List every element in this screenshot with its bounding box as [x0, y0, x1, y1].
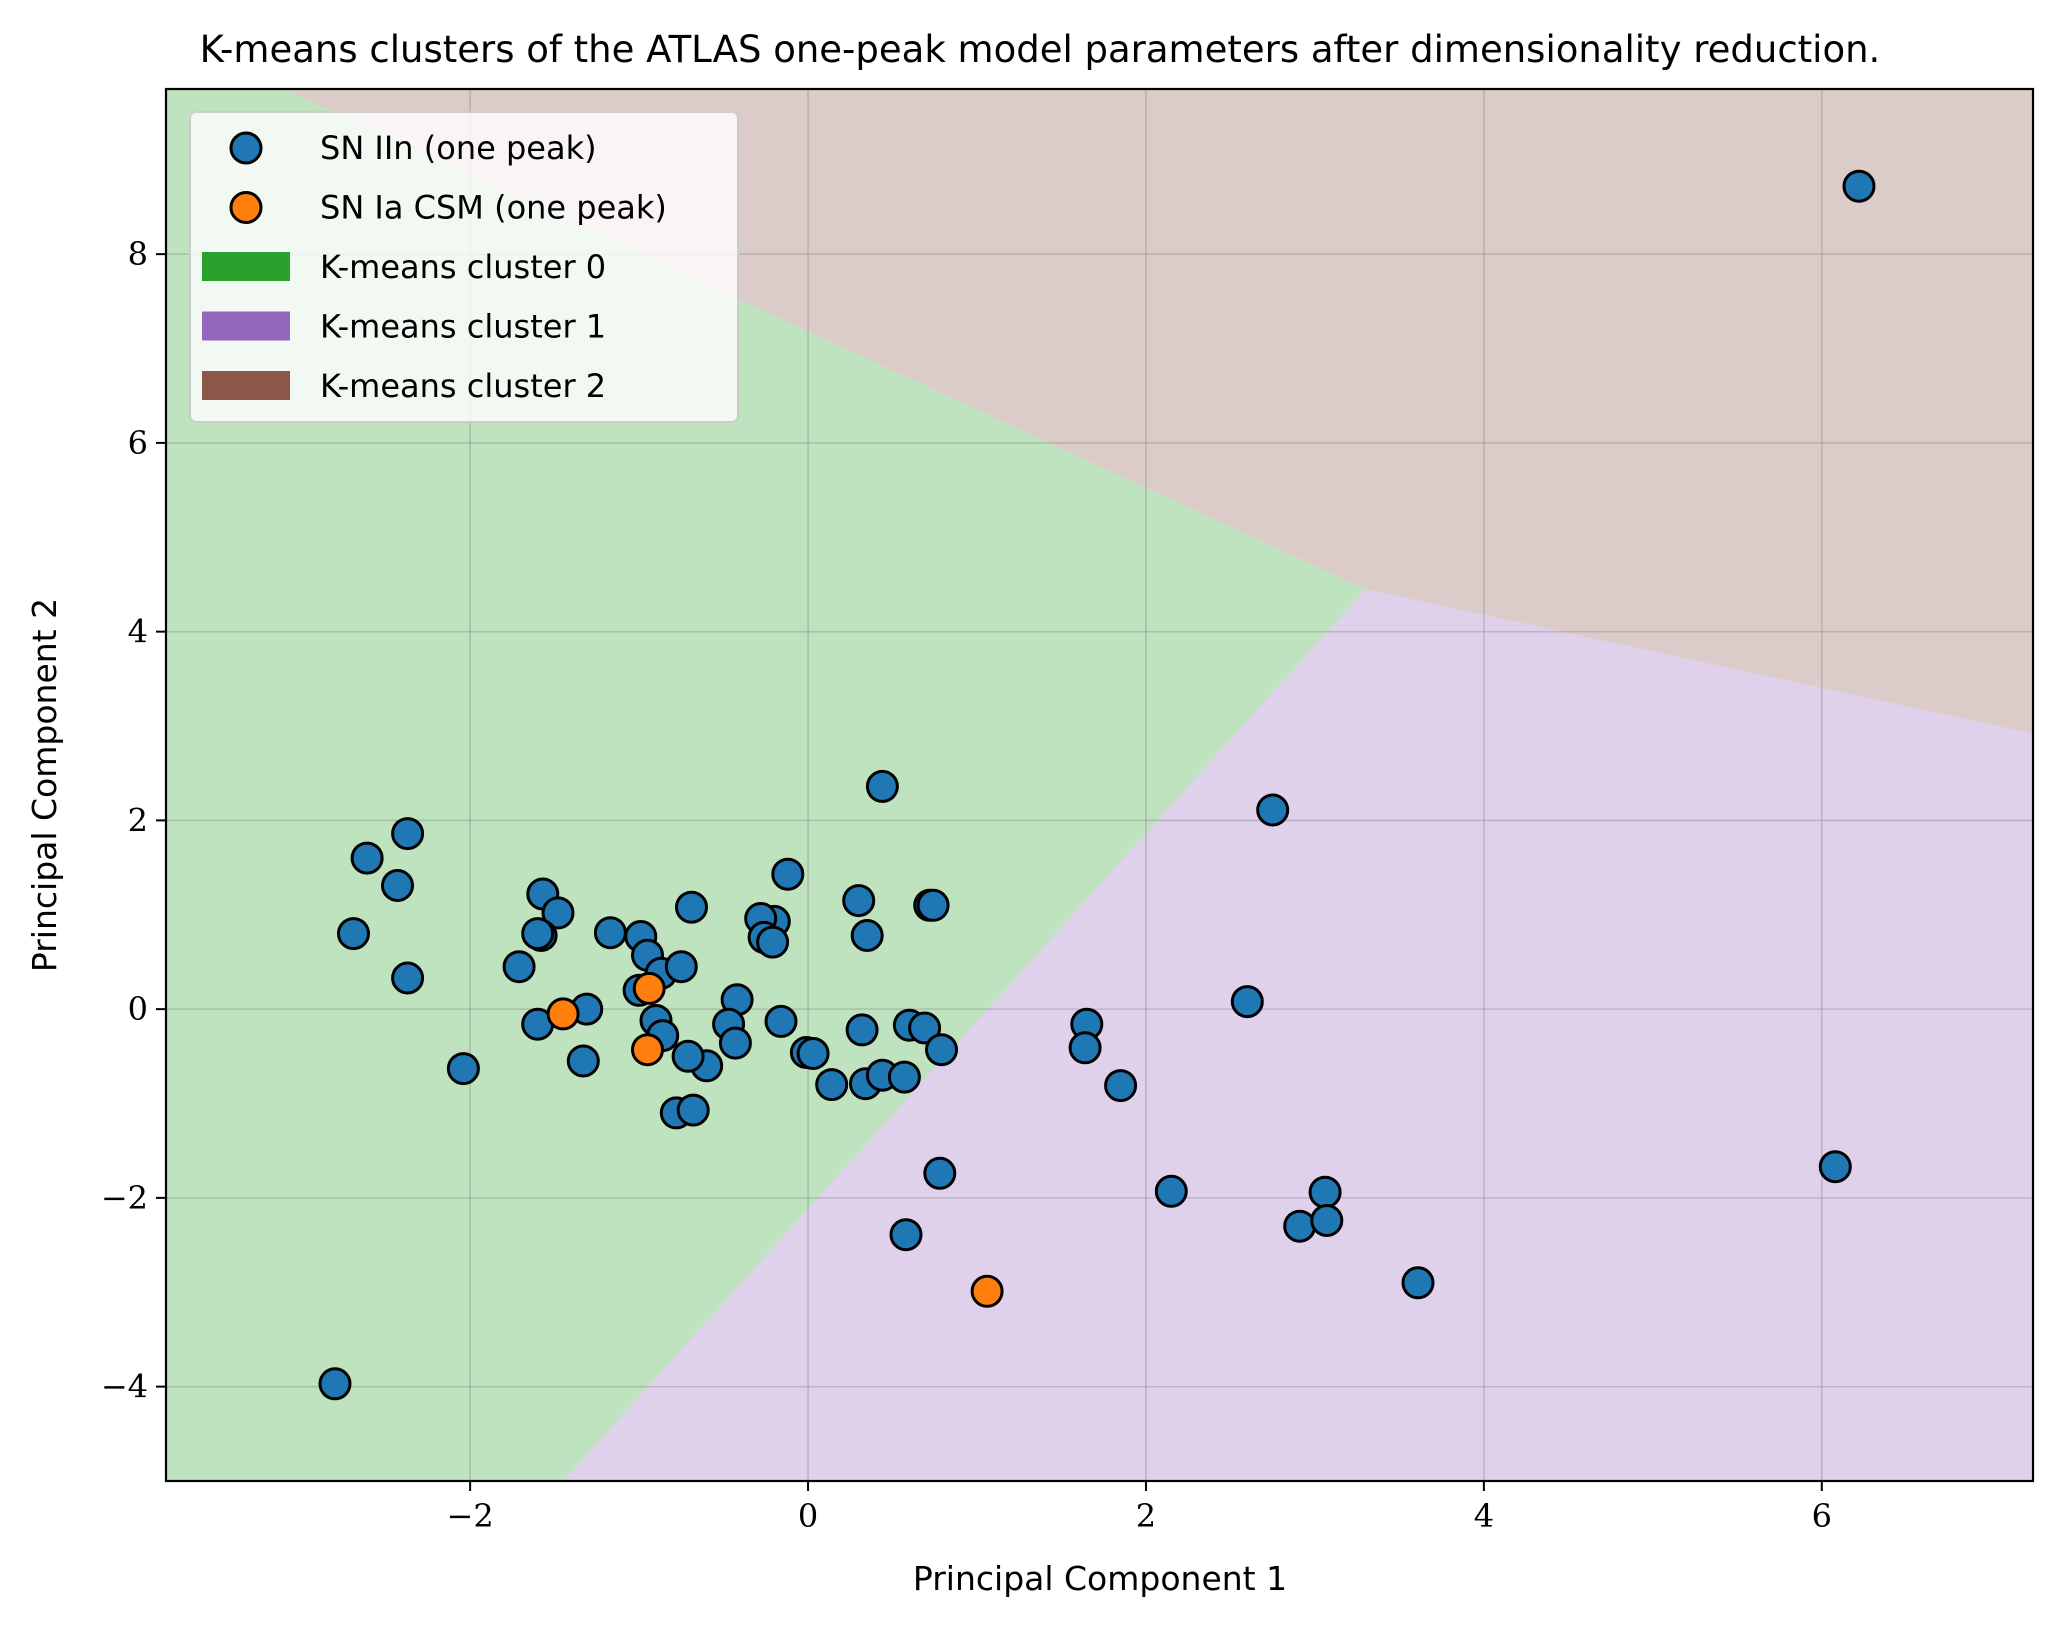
- x-tick-label-3: 4: [1474, 1497, 1494, 1535]
- sn-iin-point-11: [521, 917, 555, 951]
- sn-iin-point-52: [925, 1033, 958, 1067]
- y-tick-label-5: 6: [128, 424, 148, 462]
- sn-iin-point-39: [566, 1044, 600, 1078]
- cluster-0-region: [166, 89, 1366, 1481]
- sn-iin-point-20: [771, 857, 805, 891]
- sn-iin-point-51: [908, 1011, 942, 1045]
- y-tick-label-4: 4: [128, 613, 148, 651]
- sn-iin-point-53: [923, 1156, 957, 1190]
- sn-iin-point-33: [671, 1039, 705, 1073]
- sn-iin-point-24: [756, 925, 790, 959]
- legend-box: [189, 111, 739, 423]
- x-axis-label: Principal Component 1: [913, 1559, 1287, 1598]
- y-tick-label-3: 2: [128, 801, 148, 839]
- y-tick-label-1: −2: [101, 1179, 148, 1217]
- cluster-1-region: [563, 589, 2033, 1481]
- sn-ia-csm-point-2: [631, 1033, 664, 1067]
- sn-iin-point-3: [391, 817, 425, 851]
- sn-iin-point-17: [664, 950, 698, 984]
- sn-iin-point-58: [1154, 1174, 1188, 1208]
- y-tick-label-6: 8: [128, 235, 148, 273]
- sn-iin-point-60: [1283, 1209, 1317, 1243]
- sn-iin-point-63: [1401, 1266, 1435, 1300]
- legend-label-1: SN Ia CSM (one peak): [320, 189, 667, 227]
- legend-label-0: SN IIn (one peak): [320, 129, 597, 167]
- legend-swatch-4: [202, 371, 290, 400]
- chart-title: K-means clusters of the ATLAS one-peak m…: [200, 28, 1881, 71]
- data-points: [318, 169, 1876, 1401]
- sn-iin-point-41: [446, 1052, 480, 1086]
- sn-iin-point-57: [1104, 1069, 1138, 1103]
- x-axis-ticks: −2 0 2 4 6: [447, 1481, 1832, 1535]
- sn-iin-point-12: [502, 950, 536, 984]
- legend-marker-1: [229, 191, 263, 224]
- sn-iin-point-62: [1310, 1204, 1344, 1237]
- grid-lines: [166, 89, 2033, 1481]
- legend-swatch-3: [202, 311, 290, 341]
- sn-iin-point-65: [318, 1367, 352, 1401]
- sn-iin-point-44: [796, 1037, 830, 1070]
- sn-iin-point-59: [1230, 985, 1264, 1019]
- sn-iin-point-56: [1068, 1031, 1102, 1065]
- sn-iin-point-7: [391, 961, 425, 995]
- x-tick-label-1: 0: [798, 1497, 818, 1535]
- sn-iin-point-2: [1256, 793, 1290, 827]
- sn-iin-point-25: [842, 884, 876, 918]
- sn-iin-point-37: [676, 1093, 710, 1127]
- sn-iin-point-9: [541, 896, 575, 930]
- sn-ia-csm-point-1: [546, 997, 580, 1031]
- y-tick-label-0: −4: [101, 1368, 148, 1406]
- legend-label-4: K-means cluster 2: [320, 367, 606, 405]
- cluster-regions: [166, 89, 2033, 1481]
- sn-iin-point-42: [764, 1004, 798, 1038]
- sn-iin-point-13: [593, 916, 627, 950]
- x-tick-label-4: 6: [1812, 1497, 1832, 1535]
- sn-iin-point-0: [1842, 169, 1876, 203]
- legend-marker-0: [229, 131, 263, 165]
- sn-iin-point-28: [916, 888, 950, 922]
- sn-iin-point-61: [1308, 1175, 1342, 1209]
- legend-swatch-2: [202, 252, 290, 281]
- plot-frame: [164, 87, 2035, 1483]
- sn-iin-point-1: [865, 769, 899, 803]
- y-tick-label-2: 0: [128, 990, 148, 1028]
- sn-ia-csm-point-0: [632, 971, 666, 1005]
- sn-iin-point-31: [718, 1026, 752, 1060]
- sn-iin-point-26: [850, 919, 884, 952]
- sn-ia-csm-point-3: [970, 1274, 1004, 1308]
- x-tick-label-0: −2: [447, 1497, 494, 1535]
- sn-iin-point-54: [889, 1218, 923, 1252]
- sn-iin-point-46: [845, 1013, 879, 1047]
- sn-iin-point-49: [887, 1060, 921, 1094]
- sn-iin-point-19: [675, 890, 708, 924]
- sn-iin-point-45: [815, 1068, 849, 1102]
- sn-iin-point-4: [350, 841, 384, 875]
- y-axis-label: Principal Component 2: [25, 598, 64, 972]
- y-axis-ticks: −4 −2 0 2 4 6 8: [101, 235, 166, 1406]
- legend-label-3: K-means cluster 1: [320, 308, 606, 346]
- sn-iin-point-6: [337, 917, 370, 951]
- x-tick-label-2: 2: [1136, 1497, 1156, 1535]
- sn-iin-point-5: [381, 869, 414, 902]
- legend: SN IIn (one peak) SN Ia CSM (one peak) K-m…: [189, 111, 739, 423]
- legend-label-2: K-means cluster 0: [320, 248, 606, 286]
- sn-iin-point-64: [1818, 1150, 1852, 1184]
